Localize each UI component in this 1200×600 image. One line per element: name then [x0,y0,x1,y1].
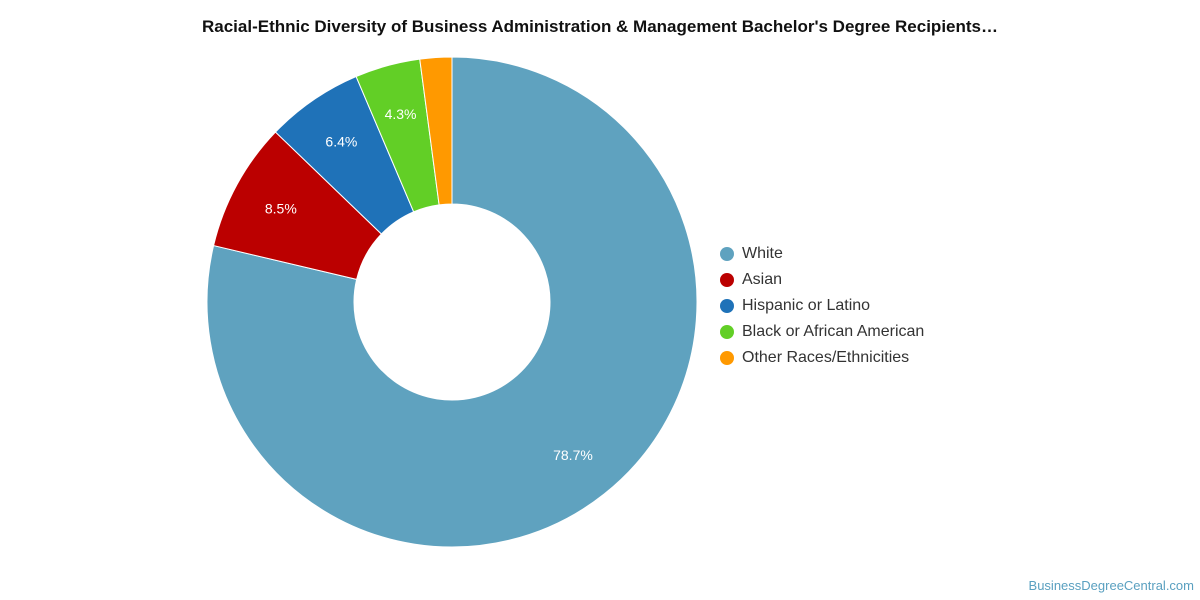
legend-swatch-icon [720,273,734,287]
chart-title: Racial-Ethnic Diversity of Business Admi… [201,17,998,36]
legend-swatch-icon [720,247,734,261]
legend-item-hispanic-or-latino[interactable]: Hispanic or Latino [720,293,924,319]
legend: White Asian Hispanic or Latino Black or Afr… [720,241,924,371]
slice-white[interactable] [206,56,698,548]
legend-item-white[interactable]: White [720,241,924,267]
legend-item-other-races-ethnicities[interactable]: Other Races/Ethnicities [720,345,924,371]
legend-label: Other Races/Ethnicities [742,349,910,366]
legend-swatch-icon [720,299,734,313]
legend-item-asian[interactable]: Asian [720,267,924,293]
data-label-black-or-african-american: 4.3% [385,106,417,122]
slice-other-races-ethnicities[interactable] [419,56,453,206]
legend-swatch-icon [720,325,734,339]
legend-label: Asian [742,271,783,288]
source-credit[interactable]: BusinessDegreeCentral.com [1028,578,1194,593]
data-label-hispanic-or-latino: 6.4% [325,133,357,149]
data-labels-group: 78.7% 8.5% 6.4% 4.3% [265,106,593,463]
legend-label: Black or African American [742,323,925,340]
legend-swatch-icon [720,351,734,365]
data-label-white: 78.7% [553,447,593,463]
slices-group [206,56,698,548]
legend-label: Hispanic or Latino [742,297,871,314]
legend-label: White [742,245,783,262]
legend-item-black-or-african-american[interactable]: Black or African American [720,319,924,345]
data-label-asian: 8.5% [265,201,297,217]
